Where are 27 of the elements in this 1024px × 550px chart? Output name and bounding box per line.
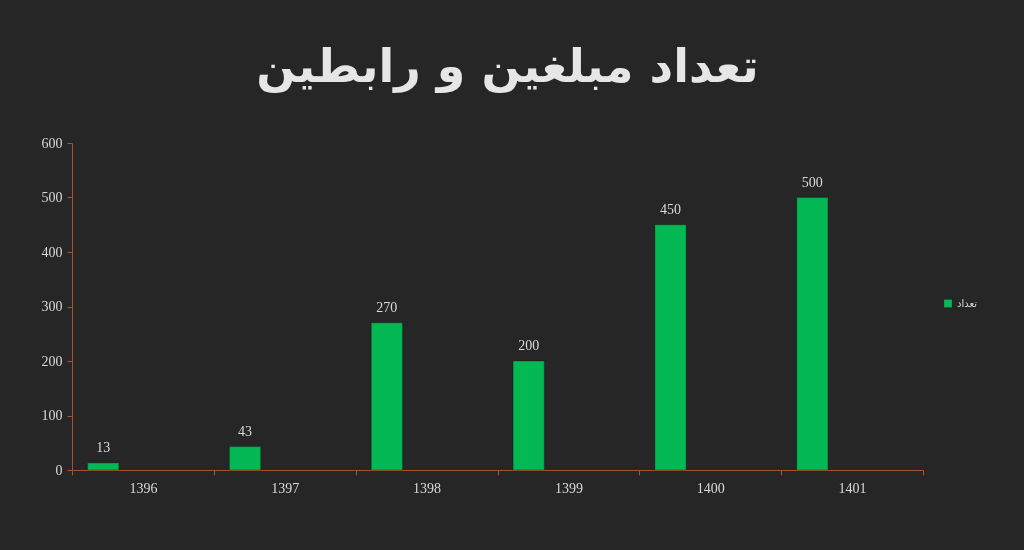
data-label: 43: [238, 423, 253, 439]
x-tick-label: 1399: [554, 480, 583, 496]
y-tick-label: 400: [41, 244, 63, 260]
x-tick-label: 1398: [413, 480, 442, 496]
x-tick-label: 1401: [838, 480, 867, 496]
chart-title: تعداد مبلغین و رابطین: [256, 39, 759, 93]
bar: [86, 462, 120, 471]
y-tick-label: 300: [41, 299, 63, 314]
data-label: 270: [376, 299, 398, 315]
bar: [228, 445, 262, 471]
bar: [512, 360, 546, 471]
x-tick-label: 1400: [696, 480, 725, 496]
legend-label: تعداد: [957, 297, 978, 309]
y-tick-label: 500: [41, 190, 63, 205]
bar: [796, 196, 829, 471]
y-tick-label: 200: [41, 353, 63, 369]
y-tick-label: 600: [41, 135, 63, 151]
y-tick-label: 100: [41, 408, 63, 423]
data-label: 450: [660, 201, 682, 217]
x-tick-label: 1396: [129, 480, 158, 496]
bar: [654, 224, 687, 471]
data-label: 200: [518, 338, 540, 353]
bar: [370, 322, 404, 471]
y-tick-label: 0: [55, 462, 63, 478]
data-label: 13: [96, 439, 111, 455]
x-tick-label: 1397: [271, 480, 300, 496]
data-label: 500: [801, 174, 823, 190]
